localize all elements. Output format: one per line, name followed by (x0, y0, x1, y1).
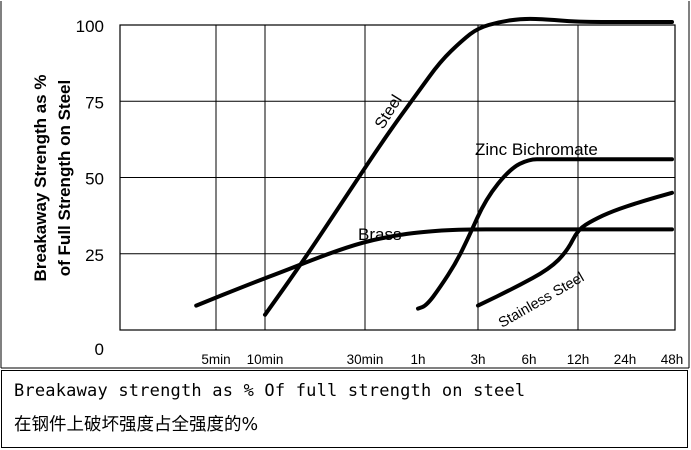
series-line-steel (263, 16, 674, 317)
x-tick-label-30min: 30min (347, 352, 384, 367)
x-tick-label-10min: 10min (247, 352, 284, 367)
x-tick-label-48h: 48h (661, 352, 684, 367)
y-tick-label-25: 25 (85, 246, 104, 265)
x-tick-label-3h: 3h (470, 352, 485, 367)
y-tick-label-75: 75 (85, 93, 104, 112)
annotation-stainless-steel: Stainless Steel (496, 270, 587, 332)
x-tick-label-5min: 5min (201, 352, 230, 367)
caption-chinese: 在钢件上破坏强度占全强度的% (14, 415, 259, 435)
y-axis-label-line-1: Breakaway Strength as % (31, 75, 50, 282)
y-tick-label-0: 0 (95, 340, 104, 359)
x-tick-label-24h: 24h (614, 352, 637, 367)
y-axis-label-line-2: of Full Strength on Steel (55, 80, 74, 276)
annotation-brass: Brass (358, 225, 401, 244)
caption-box: Breakaway strength as % Of full strength… (1, 370, 688, 448)
grid (0, 1, 690, 369)
x-tick-label-6h: 6h (521, 352, 536, 367)
series-lines (194, 16, 674, 317)
series-line-brass (194, 227, 674, 308)
series-line-stainless-steel (476, 190, 674, 308)
annotation-zinc-bichromate: Zinc Bichromate (475, 140, 598, 159)
y-tick-label-50: 50 (85, 170, 104, 189)
caption-english: Breakaway strength as % Of full strength… (14, 381, 526, 401)
x-tick-label-1h: 1h (410, 352, 425, 367)
y-tick-label-100: 100 (76, 17, 104, 36)
tick-labels: 0 25 50 75 100 5min 10min 30min 1h 3h 6h 12h 24h 48h (76, 17, 684, 367)
y-axis-label: Breakaway Strength as % of Full Strength … (31, 75, 74, 282)
x-tick-label-12h: 12h (567, 352, 590, 367)
annotation-steel: Steel (372, 92, 406, 132)
series-line-zinc-bichromate (416, 157, 674, 311)
